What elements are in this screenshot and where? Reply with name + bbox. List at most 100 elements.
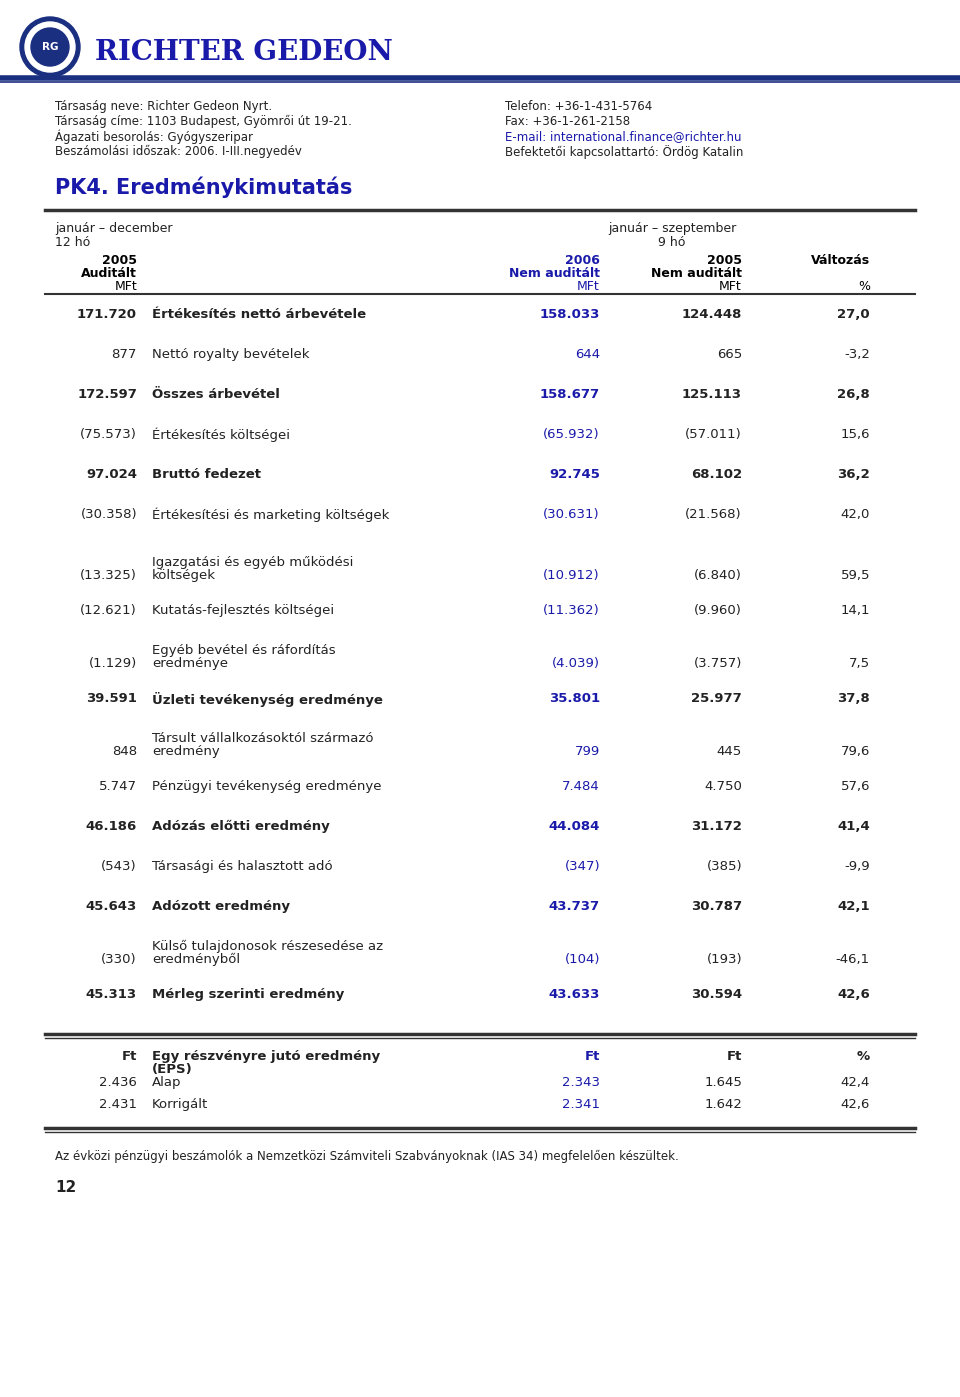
- Text: 12 hó: 12 hó: [55, 236, 90, 249]
- Text: Befektetői kapcsolattartó: Ördög Katalin: Befektetői kapcsolattartó: Ördög Katalin: [505, 145, 743, 159]
- Text: 42,6: 42,6: [837, 988, 870, 1002]
- Text: Pénzügyi tevékenység eredménye: Pénzügyi tevékenység eredménye: [152, 780, 381, 793]
- Text: eredmény: eredmény: [152, 745, 220, 759]
- Text: eredményből: eredményből: [152, 953, 240, 967]
- Text: 1.642: 1.642: [704, 1098, 742, 1111]
- Text: Fax: +36-1-261-2158: Fax: +36-1-261-2158: [505, 115, 630, 129]
- Text: 171.720: 171.720: [77, 307, 137, 321]
- Text: Adózás előtti eredmény: Adózás előtti eredmény: [152, 820, 329, 833]
- Text: Értékesítés nettó árbevétele: Értékesítés nettó árbevétele: [152, 307, 366, 321]
- Text: 445: 445: [717, 745, 742, 759]
- Text: 42,0: 42,0: [841, 509, 870, 521]
- Text: 665: 665: [717, 348, 742, 360]
- Text: (6.840): (6.840): [694, 569, 742, 583]
- Text: (4.039): (4.039): [552, 657, 600, 671]
- Text: 172.597: 172.597: [77, 388, 137, 401]
- Text: 12: 12: [55, 1180, 76, 1194]
- Text: (11.362): (11.362): [543, 604, 600, 617]
- Text: 45.643: 45.643: [85, 900, 137, 914]
- Text: 7.484: 7.484: [563, 780, 600, 793]
- Text: Üzleti tevékenység eredménye: Üzleti tevékenység eredménye: [152, 692, 383, 707]
- Text: E-mail: international.finance@richter.hu: E-mail: international.finance@richter.hu: [505, 130, 741, 142]
- Text: 26,8: 26,8: [837, 388, 870, 401]
- Text: (30.631): (30.631): [543, 509, 600, 521]
- Text: Telefon: +36-1-431-5764: Telefon: +36-1-431-5764: [505, 101, 652, 113]
- Circle shape: [31, 28, 69, 66]
- Text: (21.568): (21.568): [685, 509, 742, 521]
- Text: Igazgatási és egyéb működési: Igazgatási és egyéb működési: [152, 556, 353, 569]
- Text: 57,6: 57,6: [841, 780, 870, 793]
- Text: Az évközi pénzügyi beszámolók a Nemzetközi Számviteli Szabványoknak (IAS 34) meg: Az évközi pénzügyi beszámolók a Nemzetkö…: [55, 1150, 679, 1164]
- Text: 36,2: 36,2: [837, 468, 870, 481]
- Text: 79,6: 79,6: [841, 745, 870, 759]
- Text: Társult vállalkozásoktól származó: Társult vállalkozásoktól származó: [152, 732, 373, 745]
- Text: 44.084: 44.084: [548, 820, 600, 833]
- Text: (385): (385): [707, 861, 742, 873]
- Text: (30.358): (30.358): [81, 509, 137, 521]
- Text: (543): (543): [102, 861, 137, 873]
- Text: 877: 877: [111, 348, 137, 360]
- Text: január – december: január – december: [55, 222, 173, 235]
- Text: MFt: MFt: [719, 279, 742, 293]
- Text: 37,8: 37,8: [837, 692, 870, 705]
- Text: 158.033: 158.033: [540, 307, 600, 321]
- Text: 45.313: 45.313: [85, 988, 137, 1002]
- Text: 124.448: 124.448: [682, 307, 742, 321]
- Circle shape: [20, 17, 80, 77]
- Text: január – szeptember: január – szeptember: [608, 222, 736, 235]
- Text: 2005: 2005: [102, 254, 137, 267]
- Text: Mérleg szerinti eredmény: Mérleg szerinti eredmény: [152, 988, 345, 1002]
- Text: 39.591: 39.591: [86, 692, 137, 705]
- Text: eredménye: eredménye: [152, 657, 228, 671]
- Text: 97.024: 97.024: [86, 468, 137, 481]
- Text: Nettó royalty bevételek: Nettó royalty bevételek: [152, 348, 309, 360]
- Text: 14,1: 14,1: [841, 604, 870, 617]
- Text: 799: 799: [575, 745, 600, 759]
- Text: 5.747: 5.747: [99, 780, 137, 793]
- Text: (13.325): (13.325): [80, 569, 137, 583]
- Text: Ágazati besorolás: Gyógyszeripar: Ágazati besorolás: Gyógyszeripar: [55, 130, 253, 144]
- Text: 2.341: 2.341: [562, 1098, 600, 1111]
- Text: Alap: Alap: [152, 1076, 181, 1090]
- Text: MFt: MFt: [114, 279, 137, 293]
- Text: (330): (330): [102, 953, 137, 965]
- Text: -9,9: -9,9: [845, 861, 870, 873]
- Text: (EPS): (EPS): [152, 1063, 193, 1076]
- Text: 42,4: 42,4: [841, 1076, 870, 1090]
- Text: Ft: Ft: [122, 1051, 137, 1063]
- Text: (1.129): (1.129): [88, 657, 137, 671]
- Text: 15,6: 15,6: [841, 427, 870, 441]
- Text: Ft: Ft: [585, 1051, 600, 1063]
- Text: 9 hó: 9 hó: [659, 236, 685, 249]
- Text: Adózott eredmény: Adózott eredmény: [152, 900, 290, 914]
- Text: (104): (104): [564, 953, 600, 965]
- Text: MFt: MFt: [577, 279, 600, 293]
- Text: (12.621): (12.621): [81, 604, 137, 617]
- Text: 46.186: 46.186: [85, 820, 137, 833]
- Text: 31.172: 31.172: [691, 820, 742, 833]
- Text: 42,1: 42,1: [837, 900, 870, 914]
- Text: 35.801: 35.801: [549, 692, 600, 705]
- Text: (57.011): (57.011): [685, 427, 742, 441]
- Text: RG: RG: [41, 42, 59, 52]
- Text: 68.102: 68.102: [691, 468, 742, 481]
- Text: 7,5: 7,5: [849, 657, 870, 671]
- Text: 30.787: 30.787: [691, 900, 742, 914]
- Text: 125.113: 125.113: [682, 388, 742, 401]
- Text: Korrigált: Korrigált: [152, 1098, 208, 1111]
- Text: (9.960): (9.960): [694, 604, 742, 617]
- Text: Külső tulajdonosok részesedése az: Külső tulajdonosok részesedése az: [152, 940, 383, 953]
- Text: (3.757): (3.757): [694, 657, 742, 671]
- Text: 43.737: 43.737: [549, 900, 600, 914]
- Text: Ft: Ft: [727, 1051, 742, 1063]
- Text: 41,4: 41,4: [837, 820, 870, 833]
- Text: RICHTER GEDEON: RICHTER GEDEON: [95, 39, 393, 66]
- Text: Értékesítés költségei: Értékesítés költségei: [152, 427, 290, 443]
- Text: PK4. Eredménykimutatás: PK4. Eredménykimutatás: [55, 176, 352, 197]
- Text: (347): (347): [564, 861, 600, 873]
- Text: 644: 644: [575, 348, 600, 360]
- Text: 4.750: 4.750: [704, 780, 742, 793]
- Text: (65.932): (65.932): [543, 427, 600, 441]
- Text: 2005: 2005: [707, 254, 742, 267]
- Text: költségek: költségek: [152, 569, 216, 583]
